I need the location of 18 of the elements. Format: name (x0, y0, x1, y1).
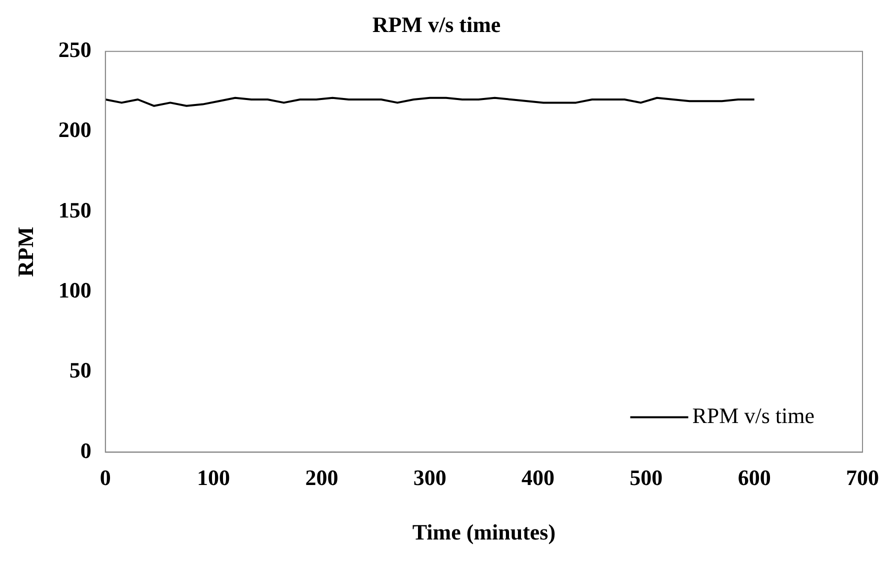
y-tick-label: 250 (58, 37, 92, 62)
y-axis-title: RPM (12, 226, 38, 277)
y-tick-label: 150 (58, 197, 92, 222)
y-tick-label: 0 (80, 438, 92, 463)
chart-title: RPM v/s time (372, 12, 501, 37)
y-tick-label: 200 (58, 117, 92, 142)
x-tick-label: 200 (305, 465, 338, 490)
x-tick-label: 0 (100, 465, 111, 490)
y-tick-label: 100 (58, 278, 92, 303)
x-tick-label: 500 (630, 465, 663, 490)
legend-label: RPM v/s time (692, 402, 815, 428)
x-tick-label: 400 (522, 465, 555, 490)
y-tick-label: 50 (69, 358, 92, 383)
x-tick-label: 600 (738, 465, 771, 490)
x-tick-label: 700 (846, 465, 879, 490)
x-axis-title: Time (minutes) (412, 519, 556, 544)
x-tick-label: 300 (413, 465, 446, 490)
x-tick-label: 100 (197, 465, 230, 490)
